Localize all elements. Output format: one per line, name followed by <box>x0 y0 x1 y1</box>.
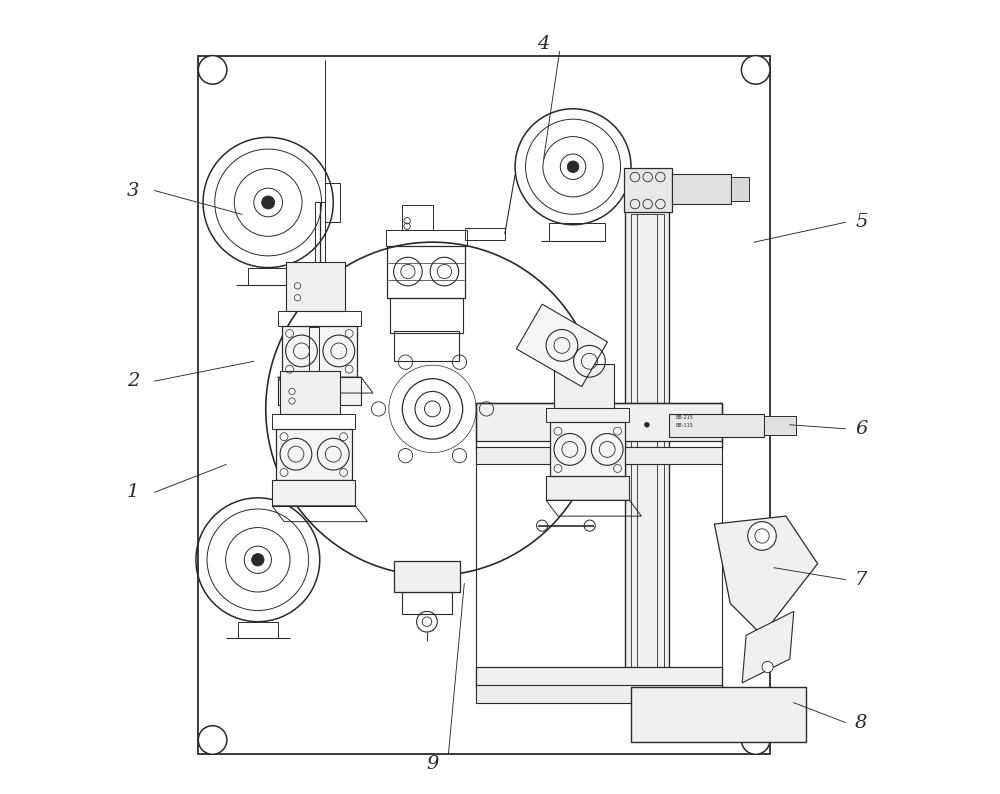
Bar <box>280 371 340 414</box>
Bar <box>238 622 278 638</box>
Bar <box>394 561 460 592</box>
Bar <box>402 592 452 614</box>
Text: BB-215: BB-215 <box>675 415 693 420</box>
Bar <box>669 414 764 437</box>
Bar <box>272 414 355 429</box>
Text: 8: 8 <box>855 714 867 731</box>
Circle shape <box>198 56 227 84</box>
Bar <box>764 416 796 435</box>
Circle shape <box>198 726 227 754</box>
Bar <box>248 268 288 285</box>
Text: BB-115: BB-115 <box>675 423 693 428</box>
Bar <box>631 214 664 683</box>
Circle shape <box>762 661 773 673</box>
Circle shape <box>645 422 649 427</box>
Bar <box>386 230 467 246</box>
Bar <box>286 262 345 311</box>
Circle shape <box>741 726 770 754</box>
Bar <box>282 326 357 377</box>
Bar <box>390 298 463 333</box>
Text: 9: 9 <box>426 755 439 773</box>
Bar <box>476 685 722 703</box>
Bar <box>549 223 605 241</box>
Bar <box>278 311 361 326</box>
Bar <box>546 476 629 500</box>
Circle shape <box>748 522 776 550</box>
Bar <box>387 246 465 298</box>
Bar <box>625 210 669 687</box>
Circle shape <box>262 196 275 209</box>
Text: 1: 1 <box>127 484 139 501</box>
Bar <box>476 403 722 449</box>
Circle shape <box>252 553 264 566</box>
Bar <box>402 205 433 230</box>
Bar <box>276 429 352 480</box>
Text: 7: 7 <box>855 571 867 588</box>
Text: 2: 2 <box>127 372 139 390</box>
Bar <box>476 667 722 687</box>
Bar <box>465 228 505 240</box>
Polygon shape <box>742 611 794 683</box>
Bar <box>309 327 319 371</box>
Bar <box>198 56 770 754</box>
Circle shape <box>425 401 440 417</box>
Bar <box>624 168 672 212</box>
Bar <box>546 408 629 422</box>
Circle shape <box>741 56 770 84</box>
Bar <box>631 687 806 742</box>
Bar <box>325 183 340 222</box>
Bar <box>672 174 731 204</box>
Polygon shape <box>714 516 818 635</box>
Bar <box>731 177 749 201</box>
Bar <box>476 447 722 464</box>
Bar <box>278 377 361 405</box>
Text: 5: 5 <box>855 214 867 231</box>
Bar <box>554 364 614 408</box>
Circle shape <box>567 161 579 172</box>
Text: 4: 4 <box>537 35 550 52</box>
Bar <box>550 422 625 476</box>
Bar <box>394 331 459 361</box>
Polygon shape <box>516 304 607 387</box>
Text: 6: 6 <box>855 420 867 437</box>
Bar <box>476 403 722 441</box>
Bar <box>272 480 355 506</box>
Bar <box>315 202 325 262</box>
Text: 3: 3 <box>127 182 139 199</box>
